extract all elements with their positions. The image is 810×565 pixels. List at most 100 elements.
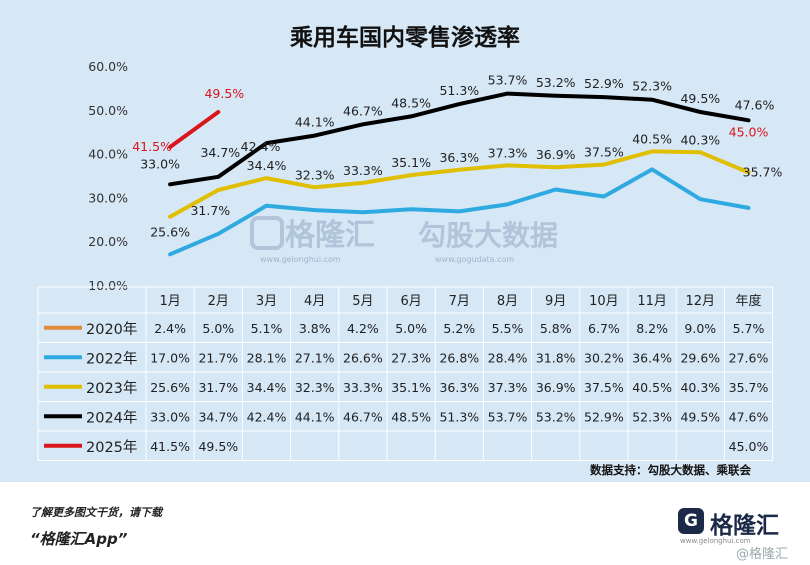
table-cell-2023年: 40.3% [680,380,720,395]
data-label-2024年: 44.1% [295,115,335,130]
data-label-2025年: 49.5% [204,86,244,101]
table-cell-2024年: 53.2% [536,409,576,424]
footer-banner: 了解更多图文干货，请下载 “格隆汇App” G 格隆汇 www.gelonghu… [0,482,810,565]
series-line-2025年 [168,110,221,149]
table-cell-2022年: 27.3% [391,350,431,365]
data-label-2023年: 33.3% [343,163,383,178]
watermark-right-url: www.gogudata.com [435,255,514,264]
table-cell-2020年: 5.0% [395,321,427,336]
table-cell-2022年: 21.7% [198,350,238,365]
data-label-2023年: 37.5% [584,145,624,160]
table-cell-2023年: 25.6% [150,380,190,395]
series-line-2022年 [168,167,751,257]
table-cell-2023年: 31.7% [198,380,238,395]
y-tick-label: 40.0% [88,147,128,162]
x-tick-label: 2月 [208,294,229,309]
table-cell-2022年: 27.1% [295,350,335,365]
data-label-2023年: 32.3% [295,167,335,182]
x-tick-label: 7月 [449,294,470,309]
chart-svg: 格隆汇 www.gelonghui.com 勾股大数据 www.gogudata.co… [37,59,783,461]
table-cell-2024年: 49.5% [680,409,720,424]
x-tick-label: 8月 [497,294,518,309]
data-label-2024年: 47.6% [735,97,775,112]
table-cell-2020年: 5.7% [733,321,765,336]
legend-label-2024年: 2024年 [86,409,137,426]
table-cell-2024年: 33.0% [150,409,190,424]
data-label-2023年: 31.7% [190,203,230,218]
series-line-2024年 [168,91,751,187]
table-cell-2022年: 31.8% [536,350,576,365]
y-tick-label: 10.0% [88,278,128,293]
data-label-2024年: 34.7% [200,145,240,160]
x-tick-label: 4月 [304,294,325,309]
gelonghui-logo-url: www.gelonghui.com [680,537,751,545]
data-source-note: 数据支持：勾股大数据、乘联会 [590,463,751,477]
table-cell-2020年: 2.4% [154,321,186,336]
legend-label-2025年: 2025年 [86,439,137,456]
table-cell-2023年: 32.3% [295,380,335,395]
legend-label-2023年: 2023年 [86,380,137,397]
table-cell-2024年: 52.9% [584,409,624,424]
data-label-2024年: 46.7% [343,103,383,118]
data-label-2024年: 42.4% [241,139,281,154]
table-cell-2025年: 49.5% [198,439,238,454]
data-label-2023年: 37.3% [488,145,528,160]
x-tick-label: 12月 [686,294,716,309]
data-label-2024年: 53.2% [536,75,576,90]
table-cell-2020年: 3.8% [299,321,331,336]
legend-label-2020年: 2020年 [86,321,137,338]
table-cell-2020年: 8.2% [636,321,668,336]
table-cell-2020年: 5.8% [540,321,572,336]
y-tick-label: 60.0% [88,59,128,74]
table-cell-2023年: 33.3% [343,380,383,395]
data-label-2023年: 35.1% [391,155,431,170]
footer-app-name[interactable]: “格隆汇App” [30,530,128,548]
table-cell-2024年: 34.7% [198,409,238,424]
table-cell-2023年: 36.9% [536,380,576,395]
data-label-2023年: 36.3% [439,150,479,165]
data-label-2023年: 36.9% [536,147,576,162]
table-cell-2020年: 5.5% [492,321,524,336]
table-cell-2023年: 35.1% [391,380,431,395]
table-cell-2022年: 28.1% [247,350,287,365]
table-cell-2020年: 6.7% [588,321,620,336]
table-cell-2022年: 26.8% [439,350,479,365]
data-label-2023年: 34.4% [247,158,287,173]
table-cell-2023年: 40.5% [632,380,672,395]
table-cell-2024年: 47.6% [729,409,769,424]
table-cell-2023年: 35.7% [729,380,769,395]
table-cell-2020年: 5.1% [251,321,283,336]
data-label-2024年: 48.5% [391,95,431,110]
table-cell-2023年: 34.4% [247,380,287,395]
x-tick-label: 年度 [735,293,761,309]
x-tick-label: 1月 [159,294,180,309]
table-cell-2022年: 29.6% [680,350,720,365]
x-tick-label: 3月 [256,294,277,309]
table-cell-2020年: 5.2% [443,321,475,336]
gelonghui-logo-text: 格隆汇 [710,513,779,539]
table-cell-2022年: 28.4% [488,350,528,365]
watermark-left-logo-icon [250,216,284,250]
data-label-2023年: 25.6% [150,225,190,240]
data-label-2024年: 51.3% [439,83,479,98]
table-cell-2022年: 26.6% [343,350,383,365]
data-label-2023年: 40.5% [632,131,672,146]
watermark-left-url: www.gelonghui.com [260,255,341,264]
x-tick-label: 5月 [352,294,373,309]
table-cell-2022年: 36.4% [632,350,672,365]
corner-watermark: @格隆汇 [736,547,789,562]
table-cell-2022年: 27.6% [729,350,769,365]
legend-label-2022年: 2022年 [86,350,137,367]
table-cell-2022年: 30.2% [584,350,624,365]
data-label-2024年: 33.0% [140,156,180,171]
data-label-2025年: 41.5% [132,139,172,154]
y-tick-label: 30.0% [88,190,128,205]
table-cell-2022年: 17.0% [150,350,190,365]
data-label-2023年: 35.7% [743,164,783,179]
table-cell-2024年: 48.5% [391,409,431,424]
table-cell-2020年: 5.0% [202,321,234,336]
data-label-2024年: 52.3% [632,79,672,94]
table-cell-2023年: 37.5% [584,380,624,395]
data-label-2024年: 53.7% [488,73,528,88]
